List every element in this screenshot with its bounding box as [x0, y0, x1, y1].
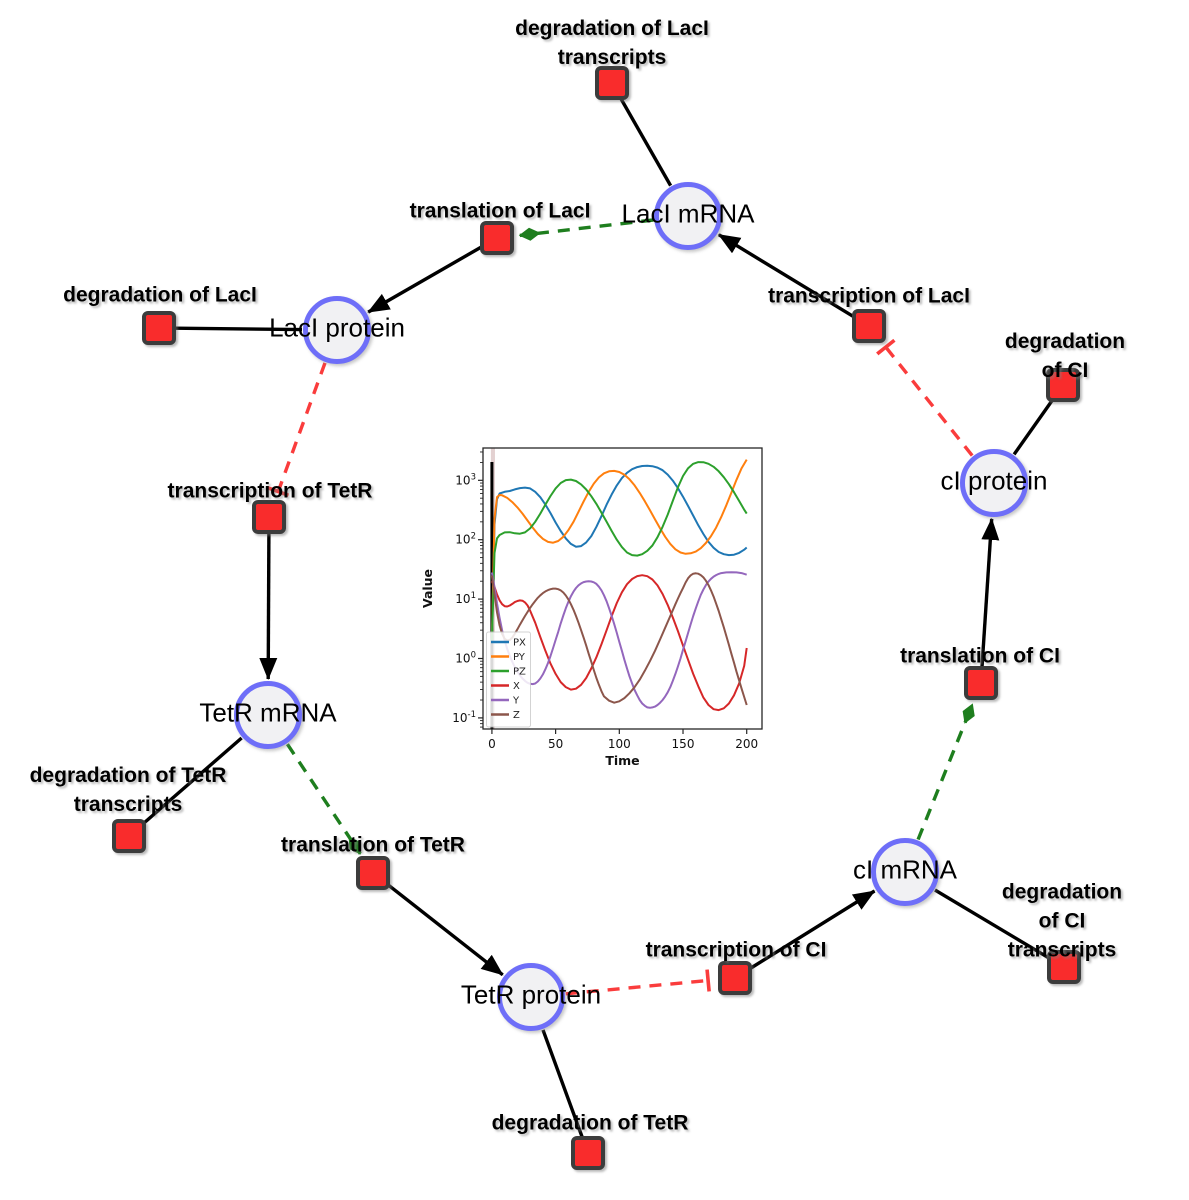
species-node-tetr_prot[interactable] [497, 963, 565, 1031]
series-line-PX [490, 464, 748, 641]
reaction-node-transcr_laci[interactable] [852, 309, 886, 343]
legend-label-Z: Z [513, 710, 520, 721]
species-node-laci_mrna[interactable] [654, 182, 722, 250]
reaction-node-transcr_tetr[interactable] [252, 500, 286, 534]
reaction-node-deg_tetr_tr[interactable] [112, 819, 146, 853]
edge-product-transcr_laci-to-laci_mrna [717, 233, 857, 320]
edge-inhibition-tetr_prot-to-transcr_ci [565, 969, 711, 996]
y-tick-label: 10-1 [452, 710, 476, 725]
species-label-ci_prot: cI protein [940, 465, 1048, 496]
edge-inhibition-ci_prot-to-transcr_laci [876, 338, 974, 457]
reaction-label-deg_laci_tr: degradation of LacI transcripts [515, 17, 709, 69]
x-tick-label: 100 [608, 737, 631, 751]
y-tick-label: 101 [455, 591, 476, 606]
reaction-label-transcr_ci: transcription of CI [645, 938, 827, 962]
x-tick-label: 50 [548, 737, 563, 751]
edge-reactant-tetr_prot-to-deg_tetr [541, 1029, 585, 1139]
reaction-label-deg_ci_tr: degradation of CI transcripts [1001, 880, 1123, 962]
legend-label-PX: PX [513, 638, 526, 649]
edge-reactant-laci_prot-to-deg_laci [174, 326, 303, 332]
reaction-node-deg_tetr[interactable] [571, 1136, 605, 1170]
reaction-node-deg_laci[interactable] [142, 311, 176, 345]
species-label-ci_mrna: cI mRNA [853, 854, 957, 885]
series-line-Y [490, 571, 747, 709]
edge-reactant-tetr_mrna-to-deg_tetr_tr [139, 736, 243, 827]
reaction-label-deg_ci: degradation of CI [1004, 330, 1126, 382]
reaction-node-deg_laci_tr[interactable] [595, 66, 629, 100]
reaction-label-transl_ci: translation of CI [900, 644, 1060, 668]
legend-label-Y: Y [512, 696, 520, 707]
edge-modifier-laci_mrna-to-transl_laci [518, 218, 654, 241]
simulation-chart: 0 50 100 150 200 10-1 100 101 102 103 Time Value PX P… [420, 447, 763, 768]
reaction-node-transl_tetr[interactable] [356, 856, 390, 890]
reaction-label-transcr_tetr: transcription of TetR [167, 479, 373, 503]
edge-product-transl_laci-to-laci_prot [367, 244, 484, 314]
species-label-laci_mrna: LacI mRNA [621, 198, 755, 229]
series-line-PY [490, 459, 748, 641]
x-tick-label: 200 [735, 737, 758, 751]
species-node-ci_prot[interactable] [960, 449, 1028, 517]
reaction-label-deg_laci: degradation of LacI [63, 283, 257, 307]
reaction-node-deg_ci_tr[interactable] [1047, 950, 1081, 984]
x-tick-label: 150 [672, 737, 695, 751]
y-tick-label: 103 [455, 472, 476, 487]
species-node-tetr_mrna[interactable] [234, 681, 302, 749]
edge-reactant-laci_mrna-to-deg_laci_tr [618, 96, 673, 187]
edge-reactant-ci_mrna-to-deg_ci_tr [934, 888, 1052, 961]
species-label-laci_prot: LacI protein [269, 312, 405, 343]
series-line-X [490, 574, 748, 712]
species-label-tetr_mrna: TetR mRNA [199, 697, 337, 728]
reaction-node-deg_ci[interactable] [1046, 368, 1080, 402]
species-node-laci_prot[interactable] [303, 296, 371, 364]
y-tick-label: 102 [455, 532, 476, 547]
legend-label-X: X [513, 681, 520, 692]
reaction-label-deg_tetr_tr: degradation of TetR transcripts [29, 764, 227, 816]
reaction-node-transl_ci[interactable] [964, 666, 998, 700]
reaction-label-transl_laci: translation of LacI [409, 199, 591, 223]
legend-label-PY: PY [513, 652, 526, 663]
y-axis-label: Value [420, 569, 435, 608]
x-tick-label: 0 [488, 737, 496, 751]
reaction-label-transl_tetr: translation of TetR [281, 833, 465, 857]
edge-inhibition-laci_prot-to-transcr_tetr [267, 362, 327, 498]
reaction-label-deg_tetr: degradation of TetR [491, 1111, 689, 1135]
species-node-ci_mrna[interactable] [871, 838, 939, 906]
reaction-node-transl_laci[interactable] [480, 221, 514, 255]
edge-modifier-ci_mrna-to-transl_ci [916, 703, 975, 841]
x-axis-label: Time [605, 753, 639, 768]
simulation-plot-inset: 0 50 100 150 200 10-1 100 101 102 103 Time Value PX P… [418, 438, 780, 768]
series-line-Z [490, 572, 748, 706]
reaction-label-transcr_laci: transcription of LacI [768, 284, 970, 308]
edge-modifier-tetr_mrna-to-transl_tetr [285, 743, 362, 855]
edge-product-transl_tetr-to-tetr_prot [384, 881, 504, 977]
edge-product-transl_ci-to-ci_prot [980, 517, 1000, 668]
edge-reactant-ci_prot-to-deg_ci [1012, 397, 1056, 456]
series-line-PZ [490, 461, 748, 641]
y-tick-label: 100 [455, 650, 476, 665]
legend-label-PZ: PZ [513, 667, 526, 678]
species-label-tetr_prot: TetR protein [460, 979, 602, 1010]
edge-product-transcr_tetr-to-tetr_mrna [259, 532, 278, 680]
axes-frame [482, 447, 763, 730]
reaction-node-transcr_ci[interactable] [718, 961, 752, 995]
edge-product-transcr_ci-to-ci_mrna [747, 889, 876, 971]
